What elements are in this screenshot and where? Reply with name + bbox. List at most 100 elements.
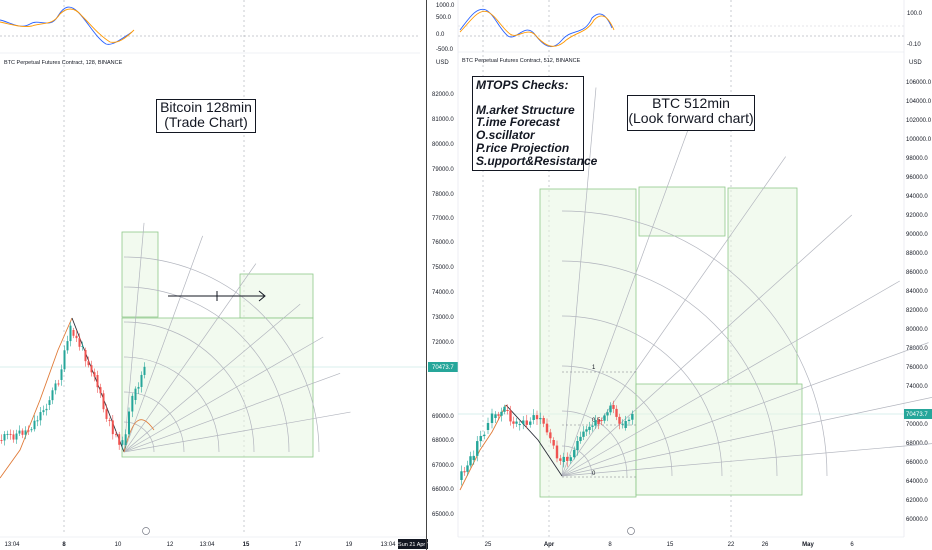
candle-body <box>606 412 609 416</box>
candle-body <box>72 330 75 336</box>
x-tick-label: Apr <box>544 542 555 548</box>
candle-body <box>124 434 127 445</box>
candle-body <box>143 366 146 375</box>
trend-line-down <box>505 404 563 477</box>
fib-level-label: 1 <box>592 365 596 371</box>
candle-body <box>552 440 555 446</box>
candle-body <box>582 431 585 437</box>
candle-body <box>118 434 121 445</box>
candle-body <box>506 410 509 411</box>
fan-ray <box>561 280 900 477</box>
fan-arc <box>561 445 593 477</box>
projection-box <box>539 188 637 498</box>
candle-body <box>66 341 69 351</box>
left-price-label: 73000.0 <box>432 315 454 321</box>
candle-body <box>576 441 579 450</box>
trend-line-up <box>459 404 507 491</box>
candle-body <box>460 471 463 480</box>
fan-ray <box>561 443 932 477</box>
candle-body <box>525 420 528 425</box>
left-chart-title: BTC Perpetual Futures Contract, 128, BIN… <box>4 60 123 66</box>
candle-body <box>121 440 124 445</box>
left-price-label: 74000.0 <box>432 290 454 296</box>
right-price-label: 106000.0 <box>906 80 932 86</box>
x-tick-label: 22 <box>728 542 735 548</box>
candle-body <box>522 420 525 425</box>
candle-body <box>559 458 562 461</box>
candle-body <box>618 416 621 424</box>
candle-body <box>479 435 482 442</box>
x-tick-label: 15 <box>667 542 674 548</box>
candle-body <box>102 393 105 410</box>
mtops-item: S.upport&Resistance <box>476 153 598 168</box>
right-price-label: 84000.0 <box>906 289 928 295</box>
right-price-label: 74000.0 <box>906 384 928 390</box>
candle-body <box>532 415 535 420</box>
fib-level-label: 0 <box>592 471 596 477</box>
candle-body <box>69 325 72 342</box>
right-price-label: 80000.0 <box>906 327 928 333</box>
candle-body <box>0 440 3 441</box>
right-price-label: 78000.0 <box>906 346 928 352</box>
candle-body <box>573 449 576 458</box>
left-annotation-box[interactable]: Bitcoin 128min (Trade Chart) <box>156 99 256 133</box>
candle-body <box>549 432 552 439</box>
mtops-checklist-box[interactable]: MTOPS Checks: M.arket Structure T.ime Fo… <box>472 76 598 171</box>
candle-body <box>615 408 618 417</box>
candle-body <box>600 420 603 421</box>
right-price-label: 64000.0 <box>906 479 928 485</box>
fan-ray <box>123 336 324 453</box>
x-tick-label: 13:04 <box>380 542 396 548</box>
mtops-item: M.arket Structure <box>476 102 575 117</box>
left-price-label: 75000.0 <box>432 265 454 271</box>
candle-body <box>78 338 81 347</box>
right-price-label: 88000.0 <box>906 251 928 257</box>
candle-body <box>87 361 90 366</box>
candle-body <box>51 390 54 401</box>
candle-body <box>24 430 27 435</box>
right-price-label: 86000.0 <box>906 270 928 276</box>
right-annotation-line2: (Look forward chart) <box>628 110 754 126</box>
candle-body <box>36 420 39 422</box>
right-price-label: 92000.0 <box>906 213 928 219</box>
candle-body <box>621 423 624 425</box>
x-tick-label: 10 <box>115 542 122 548</box>
osc-left-axis-label: 0.0 <box>436 32 445 38</box>
candle-body <box>509 410 512 422</box>
candle-body <box>612 405 615 409</box>
x-tick-label: 8 <box>608 542 612 548</box>
candle-body <box>539 418 542 420</box>
right-price-label: 62000.0 <box>906 498 928 504</box>
right-chart-canvas[interactable]: USD82000.081000.080000.079000.078000.077… <box>428 0 932 550</box>
candle-body <box>131 395 134 412</box>
right-price-label: 66000.0 <box>906 460 928 466</box>
left-price-label: 65000.0 <box>432 512 454 518</box>
x-tick-label: 17 <box>295 542 302 548</box>
osc-right-axis-bg <box>904 40 932 49</box>
candle-body <box>21 430 24 435</box>
osc-left-axis-label: -500.0 <box>436 47 454 53</box>
x-tick-label: 13:04 <box>4 542 20 548</box>
pane-divider[interactable] <box>426 0 427 550</box>
candle-body <box>515 421 518 424</box>
fan-ray <box>123 373 341 453</box>
x-tick-label: 26 <box>762 542 769 548</box>
right-price-label: 82000.0 <box>906 308 928 314</box>
fan-arc <box>123 321 255 453</box>
candle-body <box>115 434 117 436</box>
fan-arc <box>123 256 320 453</box>
candle-body <box>15 433 18 440</box>
left-price-label: 66000.0 <box>432 487 454 493</box>
candle-body <box>529 421 532 425</box>
right-price-label: 60000.0 <box>906 517 928 523</box>
left-price-label: 81000.0 <box>432 117 454 123</box>
right-annotation-box[interactable]: BTC 512min (Look forward chart) <box>627 95 755 131</box>
candle-body <box>137 386 140 389</box>
x-tick-label: 15 <box>243 542 250 548</box>
mtops-item: P.rice Projection <box>476 140 570 155</box>
candle-body <box>463 471 466 473</box>
candle-body <box>579 436 582 442</box>
right-chart-pane[interactable]: USD 82000.0 81000.0 80000.0 79000.0 78000.0 77… <box>428 0 932 550</box>
